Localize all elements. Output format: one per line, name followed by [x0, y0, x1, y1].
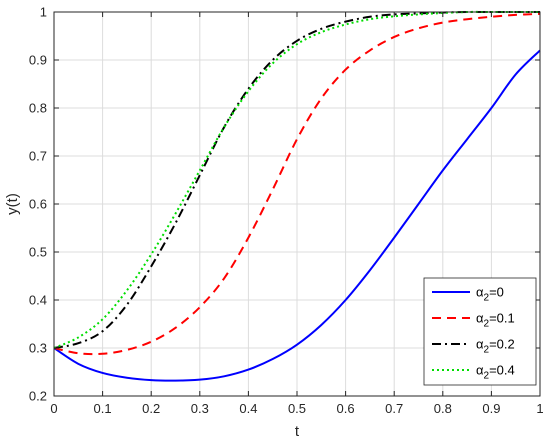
x-tick-label: 1	[536, 401, 543, 416]
legend-label-3: α2=0.4	[476, 363, 515, 382]
x-tick-label: 0.6	[337, 401, 355, 416]
legend-value: =0.2	[489, 337, 515, 352]
legend-label-0: α2=0	[476, 285, 504, 304]
y-tick-label: 0.5	[29, 245, 47, 260]
legend: α2=0α2=0.1α2=0.2α2=0.4	[423, 277, 537, 386]
legend-value: =0	[489, 285, 504, 300]
legend-box	[423, 277, 537, 386]
legend-subscript: 2	[484, 371, 490, 382]
legend-symbol: α	[476, 311, 484, 326]
axis-ticks	[53, 11, 541, 397]
y-tick-label: 0.8	[29, 101, 47, 116]
x-tick-label: 0.2	[142, 401, 160, 416]
legend-value: =0.4	[489, 363, 515, 378]
y-axis-label: y(t)	[4, 193, 21, 215]
legend-label-1: α2=0.1	[476, 311, 515, 330]
legend-symbol: α	[476, 285, 484, 300]
x-tick-label: 0.4	[239, 401, 257, 416]
legend-subscript: 2	[484, 293, 490, 304]
x-tick-label: 0	[50, 401, 57, 416]
y-tick-label: 0.6	[29, 197, 47, 212]
x-tick-labels: 0 0.1 0.2 0.3 0.4 0.5 0.6 0.7 0.8 0.9 1	[50, 401, 543, 416]
legend-value: =0.1	[489, 311, 515, 326]
x-tick-label: 0.5	[288, 401, 306, 416]
y-tick-label: 0.4	[29, 293, 47, 308]
x-tick-label: 0.3	[191, 401, 209, 416]
x-tick-label: 0.1	[94, 401, 112, 416]
series-line-1	[53, 12, 541, 356]
y-tick-labels: 0.2 0.3 0.4 0.5 0.6 0.7 0.8 0.9 1	[29, 5, 47, 404]
series-line-0	[53, 49, 541, 382]
y-tick-label: 0.2	[29, 389, 47, 404]
y-tick-label: 0.7	[29, 149, 47, 164]
x-tick-label: 0.8	[434, 401, 452, 416]
legend-subscript: 2	[484, 319, 490, 330]
legend-symbol: α	[476, 363, 484, 378]
y-tick-label: 0.3	[29, 341, 47, 356]
legend-subscript: 2	[484, 345, 490, 356]
y-tick-label: 0.9	[29, 53, 47, 68]
y-tick-label: 1	[40, 5, 47, 20]
legend-symbol: α	[476, 337, 484, 352]
x-axis-label: t	[295, 423, 300, 440]
x-tick-label: 0.9	[482, 401, 500, 416]
series-line-3	[53, 10, 540, 349]
legend-label-2: α2=0.2	[476, 337, 515, 356]
x-tick-label: 0.7	[385, 401, 403, 416]
